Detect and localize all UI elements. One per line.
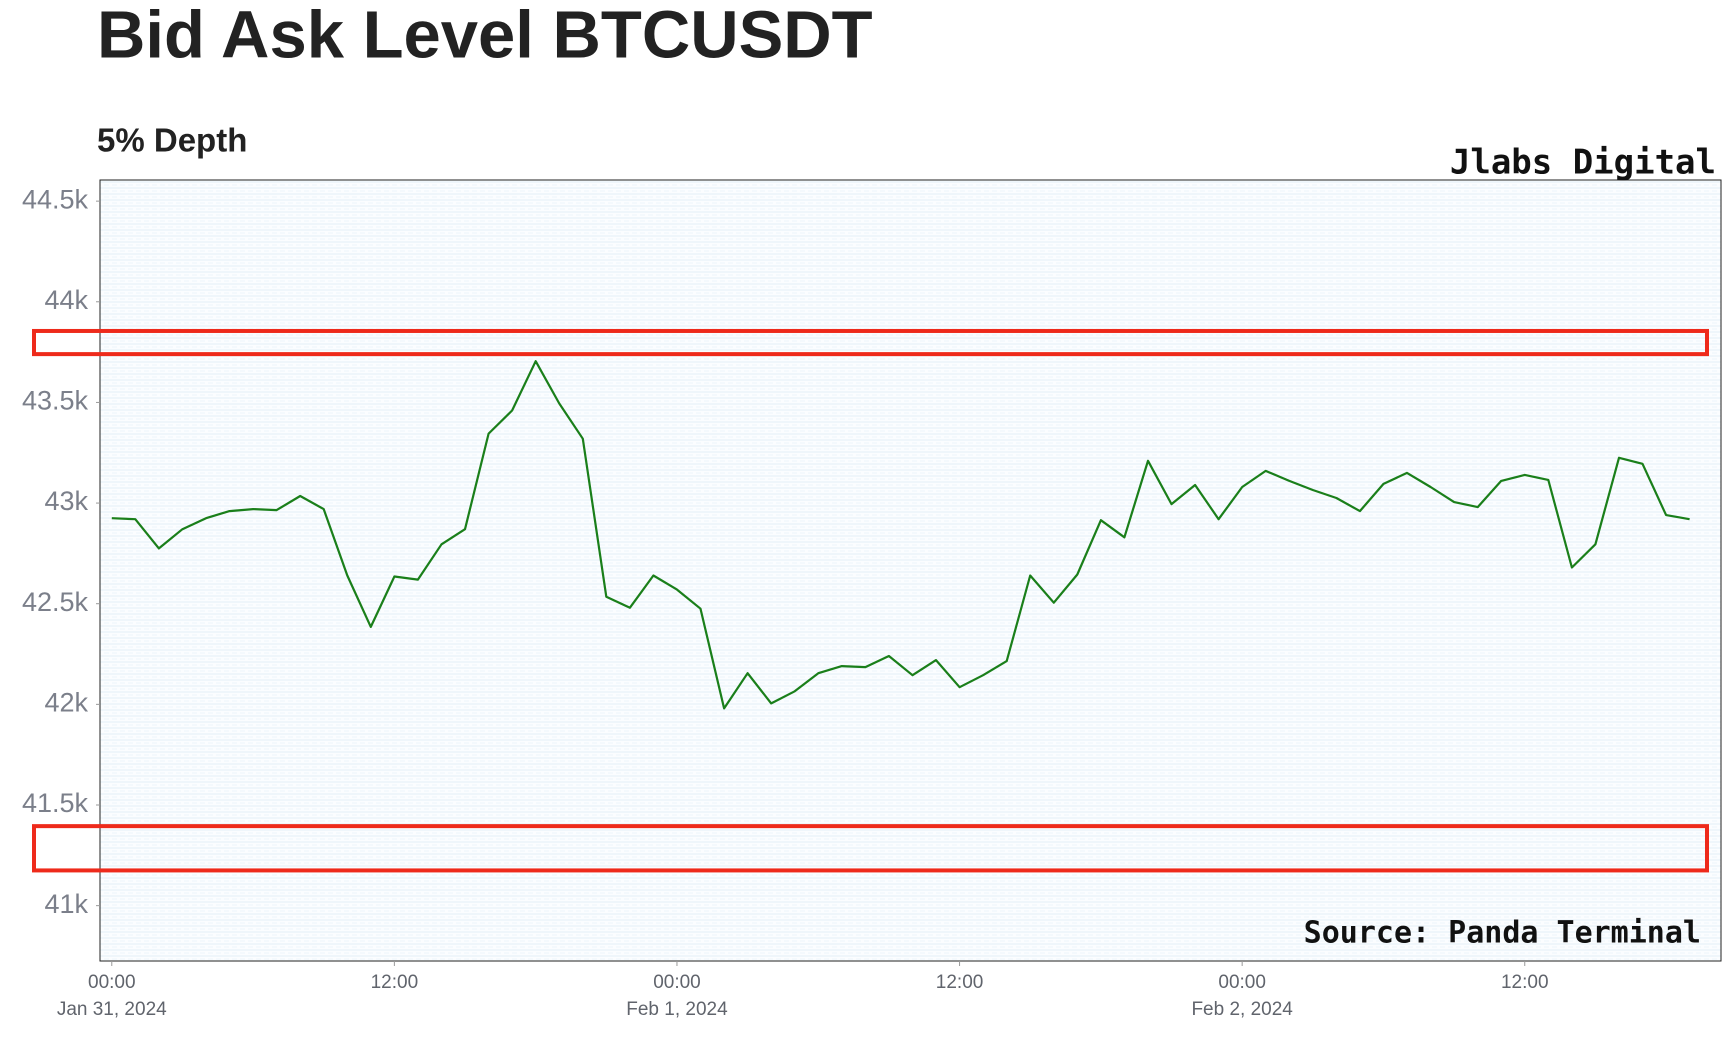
x-tick-label: 12:00 <box>1501 972 1549 993</box>
source-note: Source: Panda Terminal <box>1304 916 1701 951</box>
y-tick-label: 43k <box>44 486 88 516</box>
y-tick-label: 42.5k <box>22 587 89 617</box>
watermark: Jlabs Digital <box>1450 143 1716 183</box>
highlight-band <box>32 824 1709 873</box>
y-tick-label: 43.5k <box>22 386 89 416</box>
x-tick-label: 00:00 <box>88 972 136 993</box>
x-tick-label: 00:00 <box>653 972 701 993</box>
highlight-band <box>32 328 1709 357</box>
x-tick-label: 00:00 <box>1218 972 1266 993</box>
y-tick-label: 41.5k <box>22 788 89 818</box>
x-tick-date: Jan 31, 2024 <box>57 999 167 1020</box>
x-tick-label: 12:00 <box>371 972 419 993</box>
depth-heatmap <box>100 180 1721 961</box>
y-tick-label: 41k <box>44 889 88 919</box>
chart-title: Bid Ask Level BTCUSDT <box>97 0 873 73</box>
y-tick-label: 42k <box>44 687 88 717</box>
y-tick-label: 44.5k <box>22 184 89 214</box>
y-tick-label: 44k <box>44 285 88 315</box>
chart-subtitle: 5% Depth <box>97 122 247 159</box>
x-tick-date: Feb 1, 2024 <box>626 999 728 1020</box>
price-line <box>111 360 1690 710</box>
x-tick-label: 12:00 <box>936 972 984 993</box>
x-tick-date: Feb 2, 2024 <box>1191 999 1293 1020</box>
plot-frame <box>99 179 1722 962</box>
